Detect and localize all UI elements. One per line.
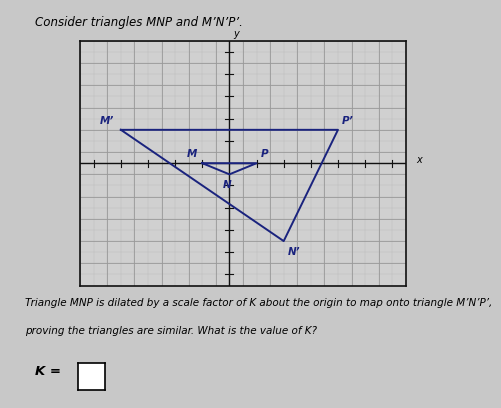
Text: M’: M’ xyxy=(100,116,114,126)
Text: x: x xyxy=(416,155,422,165)
Text: proving the triangles are similar. What is the value of K?: proving the triangles are similar. What … xyxy=(25,326,317,337)
Text: P: P xyxy=(261,149,268,159)
Text: Triangle MNP is dilated by a scale factor of K about the origin to map onto tria: Triangle MNP is dilated by a scale facto… xyxy=(25,298,492,308)
Text: y: y xyxy=(233,29,239,39)
Text: P’: P’ xyxy=(342,116,354,126)
Text: M: M xyxy=(186,149,197,159)
Text: Consider triangles MNP and M’N’P’.: Consider triangles MNP and M’N’P’. xyxy=(35,16,243,29)
Text: N: N xyxy=(222,180,231,190)
Text: N’: N’ xyxy=(288,247,301,257)
Text: K =: K = xyxy=(35,365,61,378)
